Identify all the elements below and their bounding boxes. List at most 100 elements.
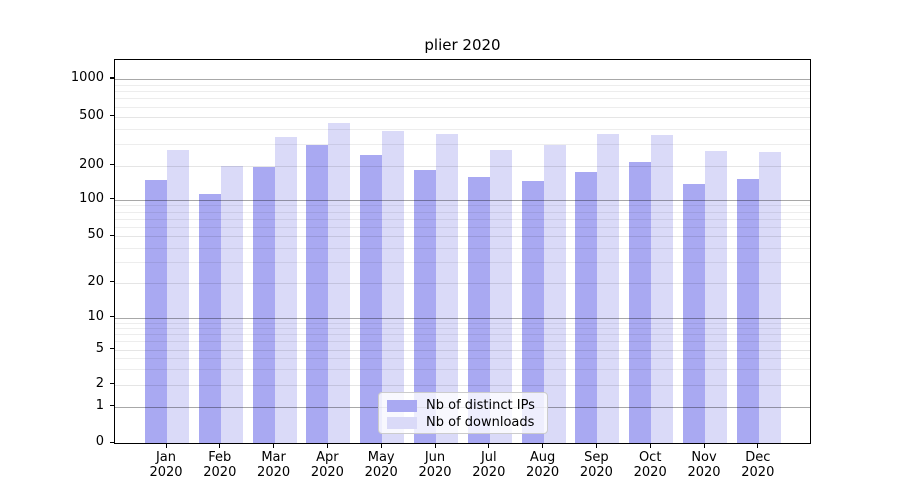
gridline-50 [115, 236, 810, 238]
x-tick-mark [326, 444, 329, 448]
gridline-minor-30 [115, 262, 810, 264]
y-tick-mark [110, 383, 114, 385]
y-tick-label-100: 100 [79, 190, 104, 206]
y-tick-mark [110, 441, 114, 443]
y-tick-mark [110, 316, 114, 318]
bar-downloads-jul [489, 149, 512, 443]
x-tick-label-feb: Feb 2020 [203, 450, 237, 480]
x-tick-mark [434, 444, 436, 448]
x-tick-label-jun: Jun 2020 [418, 450, 452, 480]
bar-downloads-nov [705, 151, 727, 443]
gridline-minor-90 [115, 205, 810, 207]
gridline-minor-300 [115, 144, 810, 145]
y-tick-label-50: 50 [87, 227, 104, 243]
chart-title: plier 2020 [424, 36, 501, 54]
bar-downloads-oct [651, 134, 674, 443]
y-tick-label-1000: 1000 [70, 69, 104, 85]
bar-ips-jan [145, 180, 167, 443]
y-tick-mark [110, 198, 114, 200]
gridline-minor-3 [115, 369, 810, 371]
bar-ips-oct [629, 161, 652, 443]
bar-downloads-sep [597, 134, 620, 443]
x-tick-label-jul: Jul 2020 [472, 450, 506, 480]
y-tick-label-20: 20 [87, 273, 104, 289]
gridline-minor-600 [115, 106, 810, 108]
bar-downloads-apr [328, 122, 351, 443]
legend-swatch-downloads [387, 416, 417, 429]
bar-ips-aug [521, 180, 544, 443]
gridline-minor-9 [115, 322, 810, 324]
x-tick-label-apr: Apr 2020 [310, 450, 344, 480]
x-tick-mark [542, 444, 544, 448]
x-tick-label-dec: Dec 2020 [741, 450, 775, 480]
gridline-200 [115, 165, 810, 167]
bar-downloads-aug [543, 144, 566, 443]
bar-ips-sep [575, 172, 598, 443]
bar-ips-jul [467, 177, 490, 443]
y-tick-label-10: 10 [87, 308, 104, 324]
gridline-minor-40 [115, 247, 810, 249]
gridline-5 [115, 349, 810, 351]
gridline-minor-60 [115, 226, 810, 228]
gridline-minor-400 [115, 128, 810, 130]
legend-item-downloads: Nb of downloads [379, 414, 547, 431]
gridline-2 [115, 384, 810, 386]
x-tick-label-nov: Nov 2020 [687, 450, 721, 480]
bar-downloads-dec [758, 151, 781, 443]
gridline-1000 [115, 78, 810, 80]
y-tick-mark [110, 405, 114, 407]
legend: Nb of distinct IPs Nb of downloads [378, 392, 548, 434]
y-tick-mark [110, 234, 114, 237]
gridline-minor-700 [115, 98, 810, 100]
y-tick-mark [110, 281, 114, 283]
x-tick-mark [757, 444, 759, 448]
bar-ips-mar [252, 166, 275, 443]
gridline-minor-8 [115, 327, 810, 329]
y-tick-mark [110, 77, 114, 79]
y-tick-mark [110, 115, 114, 117]
gridline-minor-80 [115, 211, 810, 213]
x-tick-label-may: May 2020 [364, 450, 398, 480]
x-tick-label-oct: Oct 2020 [633, 450, 667, 480]
gridline-minor-900 [115, 84, 810, 86]
gridline-minor-70 [115, 218, 810, 220]
x-tick-label-jan: Jan 2020 [149, 450, 183, 480]
gridline-minor-6 [115, 341, 810, 343]
y-tick-label-5: 5 [95, 340, 104, 356]
bar-ips-jun [414, 169, 436, 443]
bar-ips-may [360, 154, 383, 443]
gridline-minor-4 [115, 358, 810, 360]
gridline-10 [115, 317, 810, 319]
x-tick-mark [219, 444, 221, 448]
y-tick-label-200: 200 [79, 156, 104, 172]
x-tick-mark [649, 444, 651, 448]
legend-swatch-distinct-ips [387, 399, 417, 412]
bar-ips-nov [683, 184, 705, 443]
bar-ips-feb [198, 193, 221, 443]
bar-ips-dec [736, 178, 759, 443]
x-tick-mark [380, 444, 382, 448]
bar-downloads-feb [220, 165, 243, 443]
bar-downloads-mar [274, 136, 297, 443]
bar-downloads-jan [167, 150, 189, 443]
y-tick-label-0: 0 [95, 434, 104, 449]
gridline-100 [115, 199, 810, 201]
x-tick-label-mar: Mar 2020 [257, 450, 291, 480]
gridline-minor-800 [115, 91, 810, 92]
legend-item-distinct-ips: Nb of distinct IPs [379, 397, 547, 414]
y-tick-label-1: 1 [95, 397, 104, 413]
y-tick-label-500: 500 [79, 107, 104, 123]
x-tick-label-aug: Aug 2020 [526, 450, 560, 480]
y-tick-mark [110, 164, 114, 166]
x-tick-mark [703, 444, 705, 448]
x-tick-mark [595, 444, 598, 448]
legend-label-downloads: Nb of downloads [426, 415, 535, 430]
bar-ips-apr [306, 144, 329, 443]
gridline-20 [115, 282, 810, 284]
gridline-minor-7 [115, 334, 810, 335]
bar-downloads-jun [436, 134, 458, 443]
bar-downloads-may [382, 131, 405, 443]
x-tick-mark [488, 444, 490, 448]
x-tick-mark [165, 444, 167, 448]
